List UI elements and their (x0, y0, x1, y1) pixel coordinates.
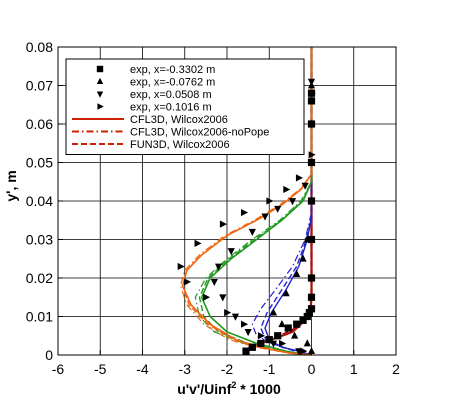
triangle-up-marker (299, 254, 307, 262)
legend-label: CFL3D, Wilcox2006-noPope (130, 127, 269, 139)
triangle-down-marker (261, 213, 269, 221)
square-marker (274, 332, 282, 340)
ticks: -6 -5 -4 -3 -2 -1 0 1 2 0 0.01 0.02 0.03 0.04 0.05 0.06… (26, 39, 400, 377)
triangle-down-marker (227, 248, 235, 256)
square-marker (257, 339, 265, 348)
x-tick-label: 0 (308, 361, 316, 377)
square-marker (307, 235, 316, 244)
square-marker (248, 343, 256, 351)
square-marker (305, 309, 313, 317)
y-tick-label: 0.07 (26, 78, 53, 94)
square-marker (242, 347, 250, 355)
triangle-down-marker (274, 205, 282, 213)
triangle-right-marker (279, 339, 287, 348)
triangle-right-marker (177, 262, 185, 271)
triangle-right-marker (308, 151, 316, 159)
x-tick-label: -4 (136, 361, 149, 377)
legend-label: CFL3D, Wilcox2006 (130, 114, 228, 126)
triangle-down-marker (248, 228, 256, 236)
markers (177, 78, 316, 356)
square-marker (307, 274, 316, 282)
x-axis-label: u'v'/Uinf2 * 1000 (177, 380, 281, 397)
triangle-down-marker (307, 78, 316, 86)
square-marker (265, 336, 273, 344)
x-axis-label-suffix: * 1000 (236, 381, 281, 397)
y-tick-label: 0.06 (26, 116, 53, 132)
series-line (200, 47, 313, 356)
triangle-up-marker (269, 308, 278, 316)
x-tick-label: -5 (94, 361, 107, 377)
x-axis-label-sup: 2 (231, 380, 236, 390)
triangle-down-marker (244, 329, 252, 337)
y-tick-label: 0 (45, 347, 53, 363)
y-tick-label: 0.01 (26, 309, 53, 325)
y-tick-label: 0.05 (26, 155, 53, 171)
square-marker (293, 320, 301, 328)
triangle-down-marker (96, 91, 104, 98)
triangle-right-marker (183, 278, 192, 286)
legend-label: exp, x=0.0508 m (130, 89, 212, 101)
triangle-right-marker (308, 120, 316, 128)
x-tick-label: -2 (221, 361, 234, 377)
legend-label: exp, x=-0.0762 m (130, 77, 215, 89)
series-line (181, 47, 313, 356)
triangle-up-marker (278, 320, 286, 328)
triangle-right-marker (257, 332, 265, 340)
triangle-up-marker (282, 289, 290, 297)
triangle-down-marker (219, 294, 227, 302)
y-tick-label: 0.04 (26, 193, 53, 209)
triangle-up-marker (303, 235, 311, 243)
triangle-right-marker (202, 293, 211, 301)
triangle-right-marker (224, 309, 232, 317)
series-line (251, 47, 313, 356)
legend-label: exp, x=0.1016 m (130, 102, 212, 114)
triangle-right-marker (266, 197, 274, 205)
square-marker (307, 305, 316, 313)
triangle-up-marker (96, 77, 104, 85)
triangle-down-marker (269, 340, 278, 348)
x-tick-label: -1 (263, 361, 276, 377)
legend-label: exp, x=-0.3302 m (130, 64, 215, 76)
x-axis-label-main: u'v'/Uinf (177, 381, 231, 397)
x-tick-label: -6 (52, 361, 65, 377)
triangle-up-marker (293, 269, 301, 278)
triangle-right-marker (241, 320, 249, 328)
y-tick-label: 0.03 (26, 232, 53, 248)
triangle-right-marker (308, 89, 316, 97)
triangle-up-marker (307, 96, 316, 104)
legend-box (65, 58, 305, 155)
triangle-down-marker (231, 313, 240, 321)
triangle-right-marker (97, 103, 104, 110)
triangle-up-marker (303, 339, 311, 347)
series-line (260, 47, 313, 356)
y-tick-label: 0.08 (26, 39, 53, 55)
series-line (179, 47, 313, 356)
square-marker (284, 324, 292, 332)
triangle-down-marker (214, 263, 223, 271)
triangle-down-marker (210, 278, 218, 287)
triangle-right-marker (241, 208, 249, 217)
y-axis-label: y', m (3, 170, 19, 201)
y-tick-label: 0.02 (26, 270, 53, 286)
triangle-down-marker (307, 159, 316, 167)
triangle-up-marker (307, 196, 316, 204)
triangle-right-marker (194, 239, 202, 247)
square-marker (303, 312, 311, 321)
triangle-down-marker (288, 198, 297, 206)
triangle-up-marker (291, 331, 299, 339)
triangle-right-marker (219, 220, 227, 228)
square-marker (307, 293, 316, 301)
triangle-right-marker (295, 174, 304, 182)
x-tick-label: -3 (179, 361, 192, 377)
triangle-right-marker (300, 347, 308, 355)
square-marker (299, 316, 307, 324)
square-marker (96, 65, 104, 73)
x-tick-label: 1 (350, 361, 358, 377)
x-tick-label: 2 (392, 361, 400, 377)
triangle-down-marker (301, 182, 309, 190)
triangle-right-marker (283, 185, 291, 194)
legend-label: FUN3D, Wilcox2006 (130, 139, 230, 151)
